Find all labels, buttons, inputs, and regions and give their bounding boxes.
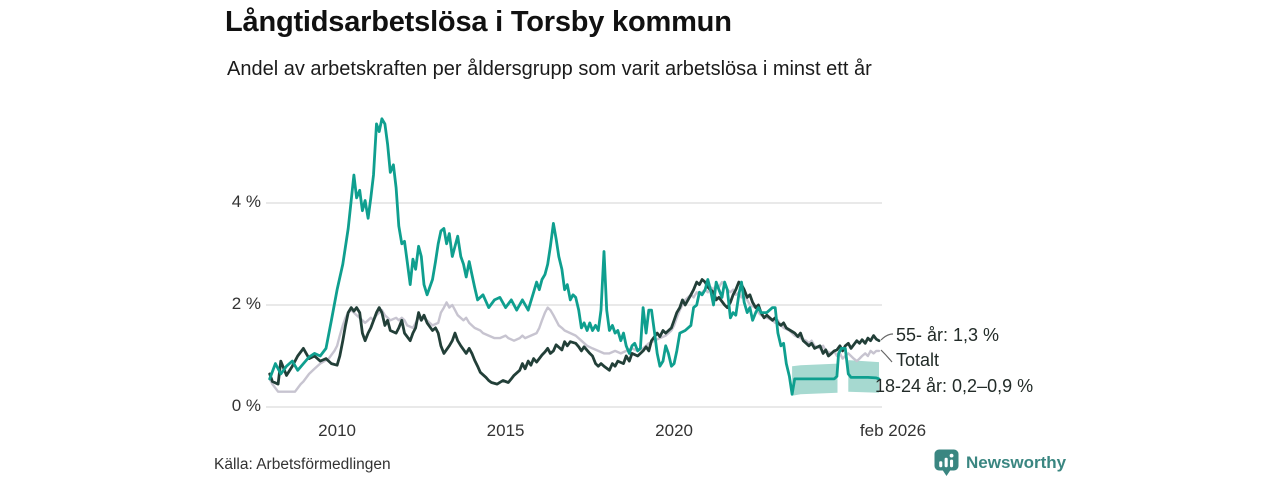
gridlines [266,202,882,408]
annotation-55-plus: 55- år: 1,3 % [896,325,1000,345]
annotation-leader-lines [880,333,894,363]
annotation-totalt: Totalt [896,350,940,370]
brand-name: Newsworthy [966,452,1067,472]
x-tick-label: 2015 [486,421,525,440]
y-tick-label: 4 % [231,192,261,211]
page-title: Långtidsarbetslösa i Torsby kommun [225,6,732,38]
y-tick-label: 0 % [231,396,261,415]
series-line-18-24 [268,117,881,396]
newsworthy-logo-icon [934,449,959,476]
chart-subtitle: Andel av arbetskraften per åldersgrupp s… [227,58,872,80]
annotation-18-24: 18-24 år: 0,2–0,9 % [875,376,1034,396]
x-tick-label: 2020 [655,421,693,440]
source-note: Källa: Arbetsförmedlingen [214,456,391,473]
brand-logo: Newsworthy [934,449,1066,476]
y-tick-label: 2 % [231,294,261,313]
x-tick-label: feb 2026 [859,421,927,440]
series-line-totalt [268,280,881,393]
series-line-55-plus [268,278,881,386]
x-tick-label: 2010 [318,421,356,440]
